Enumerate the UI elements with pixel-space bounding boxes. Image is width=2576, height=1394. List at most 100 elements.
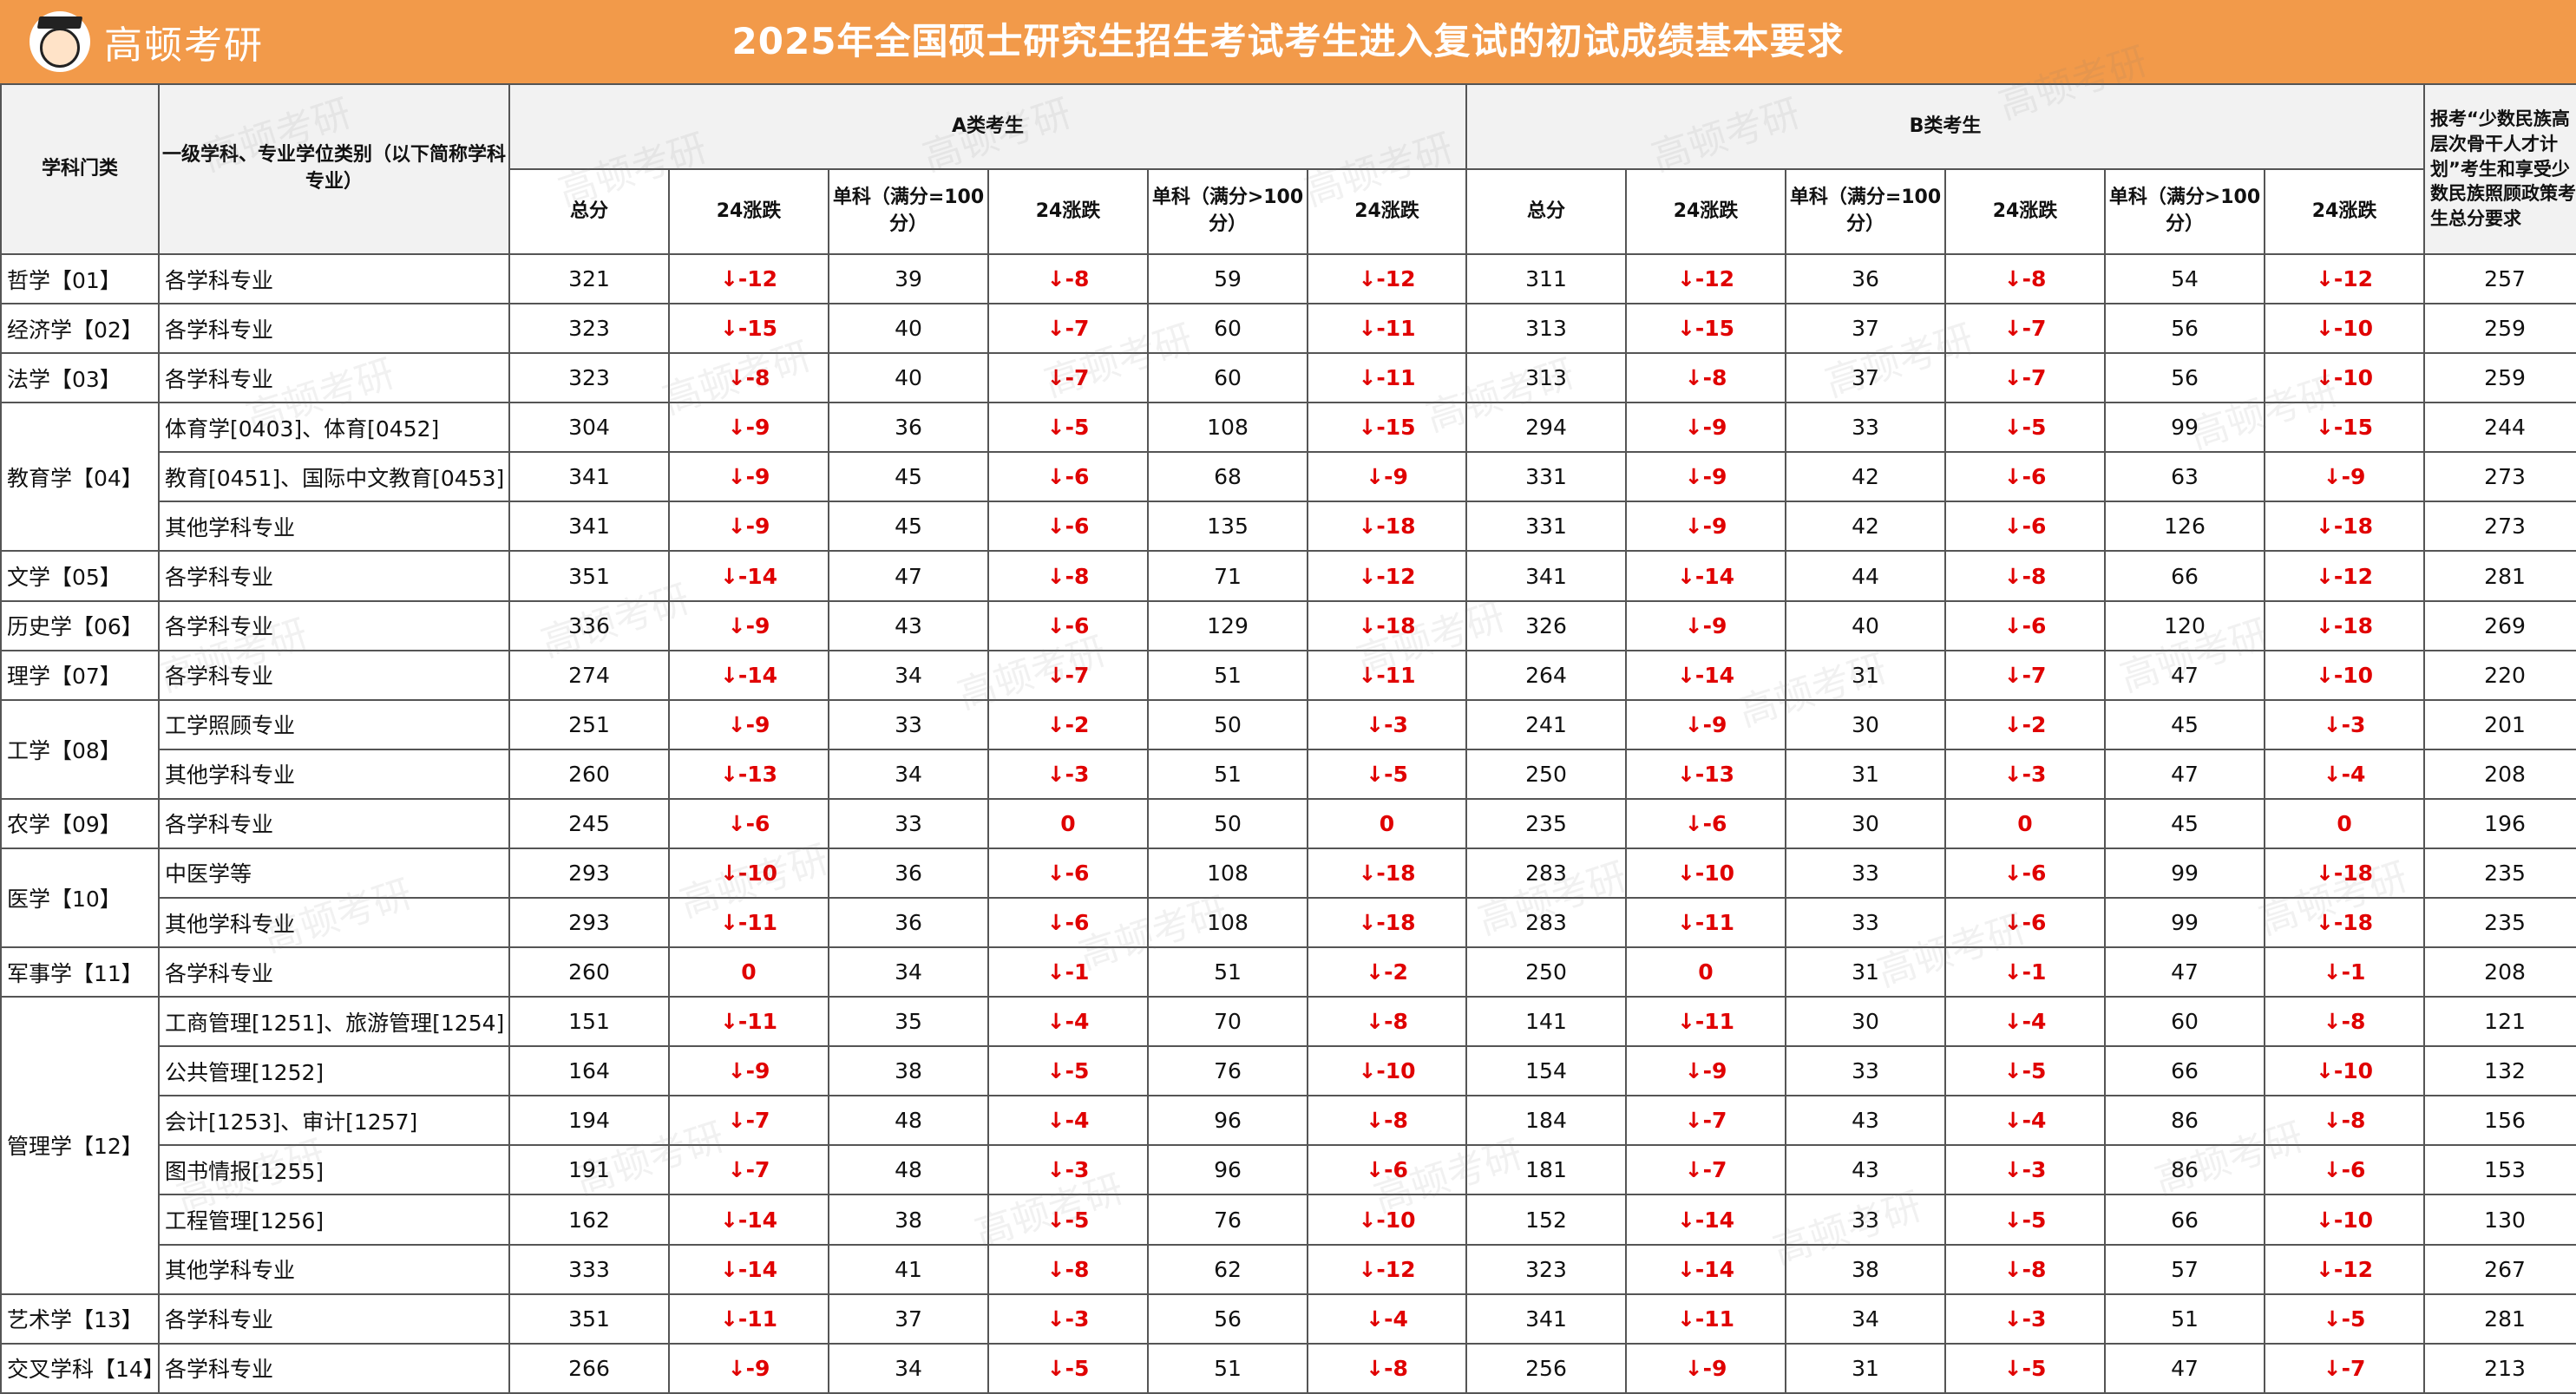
discipline-cell: 经济学【02】	[0, 303, 160, 355]
score-cell: 50	[1147, 797, 1308, 849]
title-banner: 高顿考研 2025年全国硕士研究生招生考试考生进入复试的初试成绩基本要求	[0, 0, 2576, 83]
header-b-single-over100-change: 24涨跌	[2263, 168, 2426, 255]
score-cell: 71	[1147, 550, 1308, 602]
discipline-cell: 教育学【04】	[0, 402, 160, 553]
subject-cell: 其他学科专业	[158, 1243, 510, 1295]
score-cell: 304	[508, 402, 670, 454]
header-b-single100: 单科（满分=100分）	[1785, 168, 1946, 255]
change-cell: 0	[668, 946, 829, 998]
score-cell: 68	[1147, 451, 1308, 503]
score-cell: 30	[1785, 698, 1946, 750]
score-cell: 256	[1465, 1342, 1627, 1394]
minority-total-cell: 196	[2423, 797, 2576, 849]
change-cell: ↓-3	[1944, 748, 2106, 800]
change-cell: ↓-6	[1944, 451, 2106, 503]
score-cell: 108	[1147, 402, 1308, 454]
change-cell: ↓-7	[2263, 1342, 2426, 1394]
change-cell: ↓-14	[668, 1194, 829, 1246]
score-cell: 135	[1147, 501, 1308, 553]
change-cell: ↓-9	[668, 402, 829, 454]
table-row: 历史学【06】 各学科专业 336 ↓-9 43 ↓-6 129 ↓-18 326 ↓-9 40 ↓-…	[0, 599, 2576, 651]
score-cell: 48	[828, 1095, 989, 1147]
subject-cell: 会计[1253]、审计[1257]	[158, 1095, 510, 1147]
score-cell: 154	[1465, 1045, 1627, 1097]
score-cell: 34	[828, 748, 989, 800]
table-row: 其他学科专业 260 ↓-13 34 ↓-3 51 ↓-5 250 ↓-13 31 ↓-3 47 ↓-4…	[1, 748, 2576, 800]
discipline-cell: 艺术学【13】	[0, 1293, 160, 1345]
table-row: 军事学【11】 各学科专业 260 0 34 ↓-1 51 ↓-2 250 0 31 ↓-1 47 ↓-1…	[0, 946, 2576, 998]
score-cell: 47	[828, 550, 989, 602]
score-cell: 47	[2104, 946, 2265, 998]
change-cell: ↓-2	[1307, 946, 1467, 998]
score-cell: 260	[508, 748, 670, 800]
change-cell: ↓-18	[1307, 599, 1467, 651]
minority-total-cell: 235	[2423, 897, 2576, 949]
change-cell: ↓-18	[1307, 897, 1467, 949]
minority-total-cell: 244	[2423, 402, 2576, 454]
change-cell: ↓-12	[2263, 252, 2426, 305]
score-cell: 323	[1465, 1243, 1627, 1295]
score-cell: 33	[1785, 402, 1946, 454]
change-cell: ↓-10	[2263, 649, 2426, 701]
change-cell: ↓-14	[1625, 1243, 1786, 1295]
change-cell: ↓-18	[2263, 501, 2426, 553]
score-cell: 341	[508, 501, 670, 553]
score-cell: 66	[2104, 1045, 2265, 1097]
subject-cell: 各学科专业	[158, 550, 510, 602]
minority-total-cell: 153	[2423, 1144, 2576, 1196]
change-cell: ↓-13	[1625, 748, 1786, 800]
change-cell: ↓-5	[987, 1342, 1149, 1394]
change-cell: ↓-8	[1307, 996, 1467, 1048]
subject-cell: 各学科专业	[158, 599, 510, 651]
score-cell: 108	[1147, 847, 1308, 900]
score-cell: 152	[1465, 1194, 1627, 1246]
score-cell: 260	[508, 946, 670, 998]
change-cell: ↓-8	[987, 1243, 1149, 1295]
change-cell: ↓-10	[2263, 1194, 2426, 1246]
change-cell: ↓-6	[1944, 847, 2106, 900]
table-row: 哲学【01】 各学科专业 321 ↓-12 39 ↓-8 59 ↓-12 311 ↓-12 36 ↓-…	[0, 252, 2576, 305]
header-subject: 一级学科、专业学位类别（以下简称学科专业）	[158, 83, 510, 255]
change-cell: ↓-3	[1944, 1293, 2106, 1345]
change-cell: ↓-6	[1307, 1144, 1467, 1196]
minority-total-cell: 208	[2423, 946, 2576, 998]
change-cell: ↓-11	[668, 1293, 829, 1345]
score-cell: 283	[1465, 897, 1627, 949]
score-cell: 37	[1785, 352, 1946, 404]
table-row: 农学【09】 各学科专业 245 ↓-6 33 0 50 0 235 ↓-6 30 0 45 0 196	[0, 797, 2576, 849]
score-cell: 194	[508, 1095, 670, 1147]
minority-total-cell: 273	[2423, 451, 2576, 503]
score-cell: 38	[828, 1194, 989, 1246]
change-cell: ↓-5	[1944, 1045, 2106, 1097]
change-cell: 0	[987, 797, 1149, 849]
score-cell: 39	[828, 252, 989, 305]
table-row: 医学【10】 中医学等 293 ↓-10 36 ↓-6 108 ↓-18 283 ↓-10 33 ↓-…	[0, 847, 2576, 949]
score-cell: 38	[1785, 1243, 1946, 1295]
subject-cell: 工程管理[1256]	[158, 1194, 510, 1246]
minority-total-cell: 281	[2423, 1293, 2576, 1345]
subject-cell: 各学科专业	[158, 1293, 510, 1345]
change-cell: ↓-15	[1625, 303, 1786, 355]
change-cell: ↓-5	[987, 402, 1149, 454]
score-cell: 33	[1785, 1194, 1946, 1246]
change-cell: ↓-11	[1625, 996, 1786, 1048]
table-row: 其他学科专业 293 ↓-11 36 ↓-6 108 ↓-18 283 ↓-11 33 ↓-6 99 ↓…	[1, 897, 2576, 949]
score-cell: 33	[828, 797, 989, 849]
table-row: 管理学【12】 工商管理[1251]、旅游管理[1254] 151 ↓-11 35 ↓-4…	[0, 996, 2576, 1295]
header-b-total-change: 24涨跌	[1625, 168, 1786, 255]
subject-cell: 各学科专业	[158, 797, 510, 849]
minority-total-cell: 213	[2423, 1342, 2576, 1394]
change-cell: ↓-14	[668, 550, 829, 602]
change-cell: ↓-4	[1944, 1095, 2106, 1147]
discipline-cell: 理学【07】	[0, 649, 160, 701]
change-cell: ↓-4	[2263, 748, 2426, 800]
change-cell: ↓-6	[987, 501, 1149, 553]
score-cell: 250	[1465, 748, 1627, 800]
table-row: 教育学【04】 体育学[0403]、体育[0452] 304 ↓-9 36 ↓-5 108 ↓…	[0, 402, 2576, 553]
change-cell: ↓-8	[1944, 1243, 2106, 1295]
brand-logo: 高顿考研	[29, 7, 264, 76]
change-cell: ↓-1	[2263, 946, 2426, 998]
score-cell: 60	[2104, 996, 2265, 1048]
change-cell: ↓-7	[1944, 352, 2106, 404]
